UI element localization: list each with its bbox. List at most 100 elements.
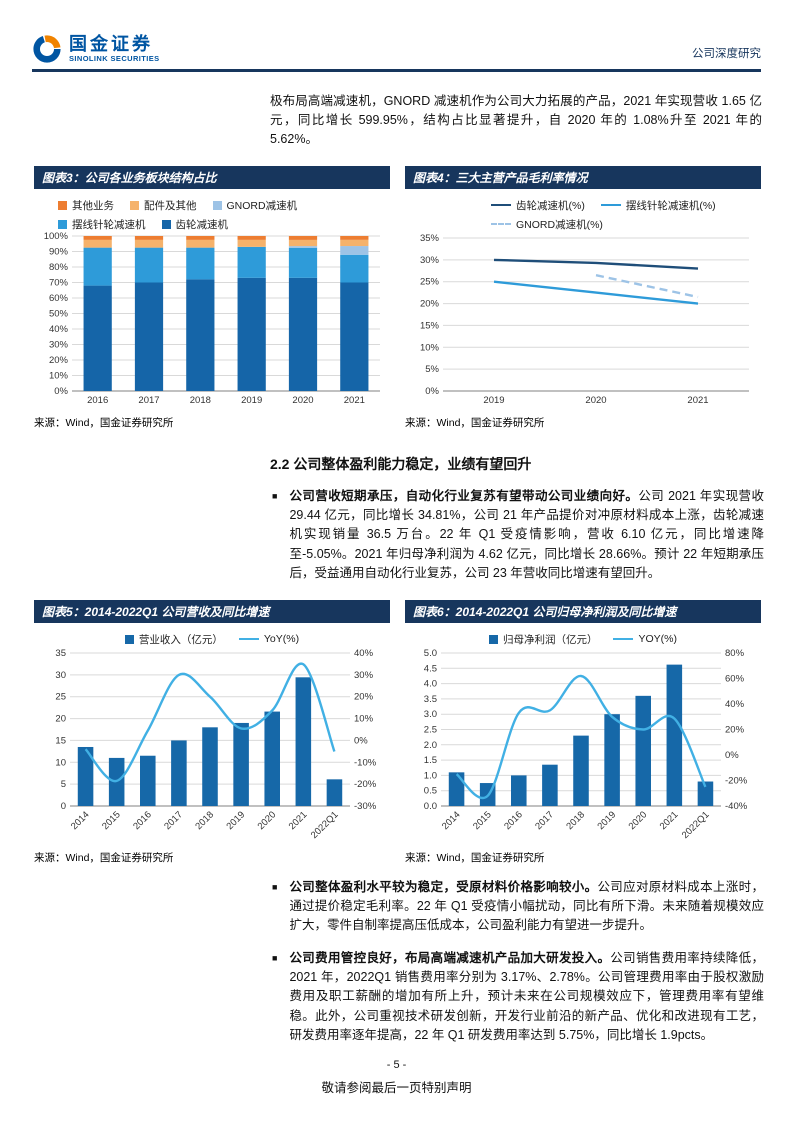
svg-text:35%: 35% [420, 233, 440, 244]
figure-6-legend: 归母净利润（亿元） YOY(%) [405, 632, 761, 647]
svg-text:3.5: 3.5 [424, 693, 437, 704]
svg-text:10%: 10% [420, 342, 440, 353]
legend-label: YoY(%) [263, 633, 300, 645]
svg-text:40%: 40% [49, 324, 69, 335]
legend-item: GNORD减速机 [212, 198, 297, 213]
svg-text:2017: 2017 [162, 809, 185, 832]
brand-logo: 国金证券 SINOLINK SECURITIES [32, 34, 160, 64]
figure-3-chart: 0% 10% 20% 30% 40% 50% 60% 70% 80% 90% 100% 2016 201… [34, 231, 390, 407]
svg-text:-20%: -20% [725, 775, 748, 786]
svg-text:2019: 2019 [596, 809, 619, 832]
figure-5-title: 图表5：2014-2022Q1 公司营收及同比增速 [34, 599, 390, 623]
svg-text:60%: 60% [49, 293, 69, 304]
svg-text:2020: 2020 [627, 809, 650, 832]
svg-text:2019: 2019 [241, 395, 262, 406]
svg-text:0: 0 [61, 801, 66, 812]
legend-item: 齿轮减速机(%) [491, 198, 585, 213]
svg-text:35: 35 [55, 648, 66, 659]
bullet-text: 公司整体盈利水平较为稳定，受原材料价格影响较小。公司应对原材料成本上涨时，通过提… [289, 878, 764, 936]
figure-5-legend: 营业收入（亿元） YoY(%) [34, 632, 390, 647]
svg-text:5%: 5% [425, 364, 439, 375]
legend-label: GNORD减速机(%) [516, 218, 603, 231]
svg-text:0%: 0% [425, 386, 439, 397]
legend-label: 营业收入（亿元） [138, 633, 223, 646]
svg-text:25: 25 [55, 691, 66, 702]
svg-text:10: 10 [55, 757, 66, 768]
legend-color-swatch [130, 200, 139, 210]
svg-text:-30%: -30% [354, 801, 377, 812]
svg-text:40%: 40% [354, 648, 374, 659]
svg-text:2022Q1: 2022Q1 [680, 809, 712, 841]
svg-text:10%: 10% [354, 713, 374, 724]
svg-text:90%: 90% [49, 246, 69, 257]
figure-6-chart: 0.0 0.5 1.0 1.5 2.0 2.5 3.0 3.5 4.0 4.5 5.0 -40% -20… [405, 647, 761, 842]
legend-item: YOY(%) [613, 632, 677, 647]
doc-type-label: 公司深度研究 [692, 48, 761, 60]
svg-text:2.5: 2.5 [424, 724, 437, 735]
svg-text:2020: 2020 [292, 395, 313, 406]
svg-text:2014: 2014 [440, 809, 463, 832]
bullet-lead: 公司整体盈利水平较为稳定，受原材料价格影响较小。 [289, 879, 598, 894]
svg-text:1.0: 1.0 [424, 770, 437, 781]
svg-text:3.0: 3.0 [424, 709, 437, 720]
legend-line-swatch [613, 638, 634, 640]
svg-text:50%: 50% [49, 308, 69, 319]
figure-6-title: 图表6：2014-2022Q1 公司归母净利润及同比增速 [405, 599, 761, 623]
bullet-lead: 公司营收短期承压，自动化行业复苏有望带动公司业绩向好。 [289, 488, 639, 503]
legend-label: 摆线针轮减速机(%) [625, 199, 716, 212]
svg-text:2014: 2014 [69, 809, 92, 832]
bullet-lead: 公司费用管控良好，布局高端减速机产品加大研发投入。 [289, 950, 611, 965]
page-footer: - 5 - 敬请参阅最后一页特别声明 [0, 1059, 793, 1096]
bullet-body: 公司销售费用率持续降低，2021 年，2022Q1 销售费用率分别为 3.17%… [289, 950, 764, 1043]
svg-text:2.0: 2.0 [424, 739, 437, 750]
svg-text:2018: 2018 [564, 809, 587, 832]
legend-item: GNORD减速机(%) [491, 217, 603, 232]
legend-item: 营业收入（亿元） [124, 632, 223, 647]
svg-text:-10%: -10% [354, 757, 377, 768]
legend-line-swatch [600, 204, 621, 207]
svg-text:-40%: -40% [725, 801, 748, 812]
svg-text:2021: 2021 [687, 395, 708, 406]
legend-color-swatch [58, 200, 67, 210]
svg-text:2021: 2021 [658, 809, 681, 832]
svg-text:2019: 2019 [483, 395, 504, 406]
legend-color-swatch [124, 634, 134, 644]
svg-text:2017: 2017 [533, 809, 556, 832]
legend-line-swatch [238, 638, 259, 640]
svg-text:0%: 0% [54, 386, 68, 397]
svg-text:0%: 0% [725, 750, 739, 761]
figure-row-1: 图表3：公司各业务板块结构占比 其他业务 配件及其他 GNORD减速机 摆线针轮减速机… [34, 165, 761, 430]
legend-color-swatch [212, 200, 222, 210]
figure-4: 图表4：三大主营产品毛利率情况 齿轮减速机(%) 摆线针轮减速机(%) GNORD减… [405, 165, 761, 430]
legend-label: 归母净利润（亿元） [502, 633, 598, 646]
bullet-marker: ■ [272, 881, 278, 892]
legend-item: 摆线针轮减速机(%) [600, 198, 716, 213]
svg-text:20%: 20% [49, 355, 69, 366]
bullet-marker: ■ [272, 490, 278, 501]
intro-paragraph: 极布局高端减速机，GNORD 减速机作为公司大力拓展的产品，2021 年实现营收… [270, 93, 762, 147]
sinolink-logo-icon [33, 35, 61, 63]
legend-label: 其他业务 [72, 199, 114, 212]
svg-text:2018: 2018 [190, 395, 211, 406]
legend-color-swatch [161, 219, 171, 229]
legend-item: YoY(%) [238, 632, 300, 647]
svg-text:0%: 0% [354, 735, 368, 746]
legend-item: 归母净利润（亿元） [488, 632, 598, 647]
svg-text:10%: 10% [49, 370, 69, 381]
bullet-marker: ■ [272, 952, 278, 963]
svg-text:2020: 2020 [256, 809, 279, 832]
svg-text:20%: 20% [725, 724, 745, 735]
bullet-text: 公司营收短期承压，自动化行业复苏有望带动公司业绩向好。公司 2021 年实现营收… [289, 487, 764, 584]
svg-text:2021: 2021 [344, 395, 365, 406]
figure-4-title: 图表4：三大主营产品毛利率情况 [405, 165, 761, 189]
figure-3-source: 来源：Wind，国金证券研究所 [34, 416, 174, 429]
figure-4-source: 来源：Wind，国金证券研究所 [405, 416, 545, 429]
bullet-text: 公司费用管控良好，布局高端减速机产品加大研发投入。公司销售费用率持续降低，202… [289, 949, 764, 1046]
svg-text:15%: 15% [420, 320, 440, 331]
svg-text:40%: 40% [725, 699, 745, 710]
svg-text:70%: 70% [49, 277, 69, 288]
svg-text:2022Q1: 2022Q1 [309, 809, 341, 841]
legend-item: 齿轮减速机 [161, 217, 228, 232]
svg-text:60%: 60% [725, 673, 745, 684]
bullet-item-3: ■ 公司费用管控良好，布局高端减速机产品加大研发投入。公司销售费用率持续降低，2… [272, 949, 764, 1046]
